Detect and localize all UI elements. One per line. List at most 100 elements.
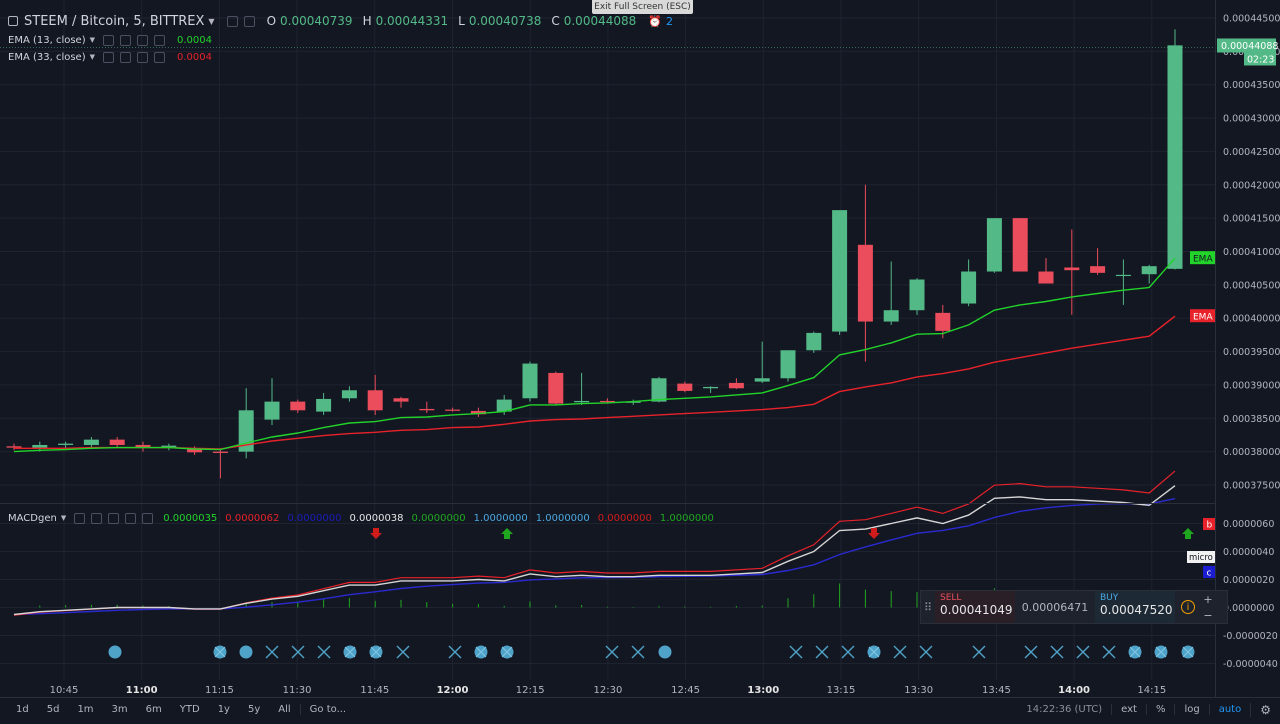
exit-fullscreen-button[interactable]: Exit Full Screen (ESC) [592,0,693,14]
range-1y-button[interactable]: 1y [217,704,230,715]
candle-body[interactable] [316,398,332,412]
range-1m-button[interactable]: 1m [77,704,94,715]
macd-pane[interactable]: b micro c [13,470,1215,616]
candle-body[interactable] [548,372,564,404]
candle-body[interactable] [445,409,461,411]
candle-body[interactable] [599,400,615,403]
settings-icon[interactable] [91,512,103,524]
chevron-down-icon[interactable]: ▼ [208,16,215,26]
candle-body[interactable] [496,399,512,412]
candle-body[interactable] [419,408,435,411]
settings-icon[interactable] [120,34,131,46]
candle-body[interactable] [986,218,1002,272]
candle-body[interactable] [857,244,873,322]
minus-icon[interactable]: − [1203,608,1213,622]
candle-body[interactable] [961,271,977,304]
candle-body[interactable] [806,332,822,351]
plus-icon[interactable] [137,34,148,46]
chevron-down-icon[interactable]: ▼ [60,514,67,522]
range-1d-button[interactable]: 1d [16,704,29,715]
visibility-icon[interactable] [103,34,114,46]
chevron-down-icon[interactable]: ▼ [89,53,95,61]
buy-button[interactable]: BUY 0.00047520 [1095,591,1175,623]
close-icon[interactable] [154,51,165,63]
candle-body[interactable] [470,410,486,415]
gear-icon[interactable]: ⚙ [1250,702,1280,717]
info-icon[interactable]: i [1175,591,1201,623]
plus-icon[interactable] [137,51,148,63]
candle-body[interactable] [393,398,409,402]
candle-body[interactable] [212,451,228,453]
buy-sell-widget[interactable]: ⠿ SELL 0.00041049 0.00006471 BUY 0.00047… [920,590,1228,624]
utc-clock[interactable]: 14:22:36 (UTC) [1026,704,1103,715]
visibility-icon[interactable] [103,51,114,63]
candle-body[interactable] [58,443,74,445]
candle-body[interactable] [32,444,48,448]
quantity-stepper[interactable]: + − [1201,591,1215,623]
range-all-button[interactable]: All [278,704,291,715]
range-3m-button[interactable]: 3m [111,704,128,715]
ema-fast-label[interactable]: EMA (13, close) [8,34,86,46]
candle-body[interactable] [1141,266,1157,275]
candle-body[interactable] [1115,274,1131,277]
candle-body[interactable] [909,279,925,311]
goto-button[interactable]: Go to... [299,704,355,715]
candle-body[interactable] [1064,267,1080,271]
candle-body[interactable] [109,439,125,445]
drag-handle-icon[interactable]: ⠿ [923,600,933,614]
ext-toggle[interactable]: ext [1111,704,1146,715]
candle-body[interactable] [651,378,667,402]
range-5d-button[interactable]: 5d [46,704,60,715]
range-ytd-button[interactable]: YTD [179,704,200,715]
candle-body[interactable] [1012,218,1028,272]
candle-body[interactable] [703,386,719,389]
range-6m-button[interactable]: 6m [145,704,162,715]
candle-body[interactable] [832,210,848,332]
candle-body[interactable] [187,448,203,453]
candle-body[interactable] [1167,45,1183,269]
settings-icon[interactable] [120,51,131,63]
candle-body[interactable] [780,350,796,379]
macd-label[interactable]: MACDgen [8,512,57,524]
candle-body[interactable] [883,310,899,322]
symbol-title[interactable]: STEEM / Bitcoin, 5, BITTREX [24,13,205,29]
alerts-count[interactable]: 2 [665,14,673,28]
visibility-icon[interactable] [226,15,238,27]
candle-body[interactable] [935,312,951,331]
collapse-icon[interactable] [8,16,18,26]
log-toggle[interactable]: log [1174,704,1208,715]
percent-toggle[interactable]: % [1145,704,1175,715]
candle-body[interactable] [1090,266,1106,273]
price-axis[interactable]: 0.000445000.000440000.000435000.00043000… [1190,14,1280,671]
candle-body[interactable] [135,444,151,448]
close-icon[interactable] [142,512,154,524]
candle-body[interactable] [6,446,22,448]
candle-body[interactable] [264,401,280,420]
candle-body[interactable] [290,401,306,411]
visibility-icon[interactable] [74,512,86,524]
close-icon[interactable] [154,34,165,46]
candle-body[interactable] [238,410,254,452]
plus-icon[interactable]: + [1203,592,1213,606]
candle-body[interactable] [1038,271,1054,284]
auto-toggle[interactable]: auto [1208,704,1251,715]
source-icon[interactable] [108,512,120,524]
plus-icon[interactable] [125,512,137,524]
candle-body[interactable] [754,378,770,382]
candle-body[interactable] [341,390,357,399]
candle-body[interactable] [83,439,99,445]
candle-series[interactable] [6,29,1183,479]
sell-button[interactable]: SELL 0.00041049 [935,591,1015,623]
range-5y-button[interactable]: 5y [247,704,261,715]
time-axis[interactable]: 10:45 11:00 11:15 11:30 11:45 12:00 12:15 12:30… [50,685,1167,696]
candle-body[interactable] [574,400,590,403]
alarm-icon[interactable]: ⏰ [648,14,662,28]
chevron-down-icon[interactable]: ▼ [89,36,95,44]
candle-body[interactable] [522,363,538,399]
candle-body[interactable] [367,390,383,411]
candle-body[interactable] [677,383,693,391]
ema-slow-label[interactable]: EMA (33, close) [8,51,86,63]
candle-body[interactable] [728,382,744,389]
